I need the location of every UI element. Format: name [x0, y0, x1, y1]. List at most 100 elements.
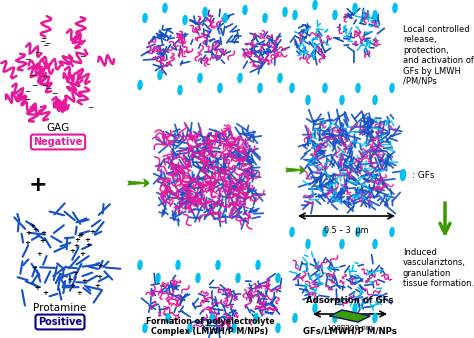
- Text: +: +: [70, 283, 76, 289]
- Text: −: −: [43, 41, 49, 50]
- Ellipse shape: [313, 1, 317, 9]
- Text: +: +: [40, 231, 46, 236]
- Text: Negative: Negative: [33, 137, 82, 147]
- Ellipse shape: [276, 273, 280, 283]
- Text: +: +: [29, 175, 47, 195]
- Text: −: −: [80, 52, 86, 61]
- Text: −: −: [24, 55, 30, 65]
- Ellipse shape: [278, 73, 282, 82]
- Text: +: +: [24, 241, 30, 246]
- Ellipse shape: [196, 273, 200, 283]
- Text: +: +: [82, 278, 88, 284]
- Text: +: +: [94, 283, 100, 289]
- Ellipse shape: [258, 83, 262, 93]
- Ellipse shape: [340, 96, 344, 104]
- Text: +: +: [73, 270, 78, 276]
- Text: Positive: Positive: [38, 317, 82, 327]
- Text: +: +: [25, 230, 31, 236]
- Ellipse shape: [223, 14, 227, 23]
- Ellipse shape: [293, 10, 297, 20]
- Text: +: +: [42, 290, 48, 296]
- Text: −: −: [51, 89, 58, 98]
- Text: +: +: [31, 265, 37, 271]
- Text: +: +: [80, 251, 86, 258]
- Polygon shape: [330, 310, 370, 322]
- Text: +: +: [74, 243, 80, 249]
- Text: +: +: [84, 237, 90, 243]
- Text: : GFs: : GFs: [412, 170, 435, 179]
- Text: +: +: [77, 290, 82, 296]
- Ellipse shape: [373, 96, 377, 104]
- Ellipse shape: [401, 170, 406, 180]
- Ellipse shape: [356, 227, 360, 237]
- Ellipse shape: [356, 83, 360, 93]
- Ellipse shape: [340, 240, 344, 248]
- Ellipse shape: [256, 261, 260, 269]
- Ellipse shape: [166, 314, 170, 322]
- Ellipse shape: [290, 227, 294, 237]
- Text: 100～200 nm: 100～200 nm: [327, 324, 373, 331]
- Text: Protamine: Protamine: [33, 303, 87, 313]
- Text: −: −: [44, 39, 50, 48]
- Ellipse shape: [163, 3, 167, 13]
- Ellipse shape: [333, 10, 337, 20]
- Ellipse shape: [373, 10, 377, 20]
- Text: −: −: [87, 103, 93, 112]
- Ellipse shape: [306, 240, 310, 248]
- Ellipse shape: [293, 314, 297, 322]
- Text: +: +: [97, 274, 102, 280]
- Ellipse shape: [158, 71, 162, 79]
- Text: +: +: [34, 285, 40, 291]
- Ellipse shape: [306, 96, 310, 104]
- Ellipse shape: [373, 240, 377, 248]
- Ellipse shape: [188, 323, 192, 333]
- Ellipse shape: [353, 3, 357, 13]
- Ellipse shape: [178, 86, 182, 95]
- Text: 0.5 – 3  μm: 0.5 – 3 μm: [324, 226, 368, 235]
- Text: GAG: GAG: [46, 123, 70, 133]
- Text: +: +: [90, 229, 95, 235]
- Text: −: −: [34, 48, 40, 57]
- Ellipse shape: [254, 314, 258, 322]
- Text: GFs/LMWH/P M/NPs: GFs/LMWH/P M/NPs: [303, 326, 397, 335]
- Text: −: −: [45, 84, 52, 93]
- Ellipse shape: [276, 323, 280, 333]
- Text: +: +: [76, 233, 82, 239]
- Text: −: −: [24, 87, 30, 96]
- Text: +: +: [36, 251, 43, 257]
- Ellipse shape: [373, 314, 377, 322]
- Ellipse shape: [216, 261, 220, 269]
- Ellipse shape: [333, 314, 337, 322]
- Ellipse shape: [138, 261, 142, 269]
- Ellipse shape: [218, 83, 222, 93]
- Ellipse shape: [243, 5, 247, 15]
- Text: +: +: [69, 248, 75, 255]
- Ellipse shape: [323, 83, 327, 93]
- Ellipse shape: [353, 304, 357, 313]
- Ellipse shape: [156, 273, 160, 283]
- Text: −: −: [41, 81, 47, 90]
- Text: +: +: [78, 232, 84, 238]
- Ellipse shape: [183, 16, 187, 24]
- Text: −: −: [29, 71, 36, 80]
- Ellipse shape: [143, 14, 147, 23]
- Text: Formation of polyelectrolyte
Complex (LMWH/P M/NPs): Formation of polyelectrolyte Complex (LM…: [146, 317, 274, 336]
- Text: −: −: [41, 72, 47, 81]
- Text: −: −: [40, 34, 46, 44]
- Text: +: +: [97, 263, 103, 269]
- Ellipse shape: [143, 323, 147, 333]
- Ellipse shape: [323, 227, 327, 237]
- Text: +: +: [85, 242, 91, 248]
- Ellipse shape: [283, 7, 287, 17]
- Ellipse shape: [138, 80, 142, 90]
- Ellipse shape: [390, 83, 394, 93]
- Ellipse shape: [313, 304, 317, 313]
- Ellipse shape: [238, 73, 242, 82]
- Text: Adsorption of GFs: Adsorption of GFs: [306, 296, 394, 305]
- Text: −: −: [39, 38, 46, 47]
- Text: Induced
vasculariztons,
granulation
tissue formation.: Induced vasculariztons, granulation tiss…: [403, 248, 474, 288]
- Ellipse shape: [203, 7, 207, 17]
- Text: +: +: [74, 237, 80, 243]
- Text: +: +: [32, 226, 38, 233]
- Text: Local controlled
release,
protection,
and activation of
GFs by LMWH
/PM/NPs: Local controlled release, protection, an…: [403, 25, 474, 86]
